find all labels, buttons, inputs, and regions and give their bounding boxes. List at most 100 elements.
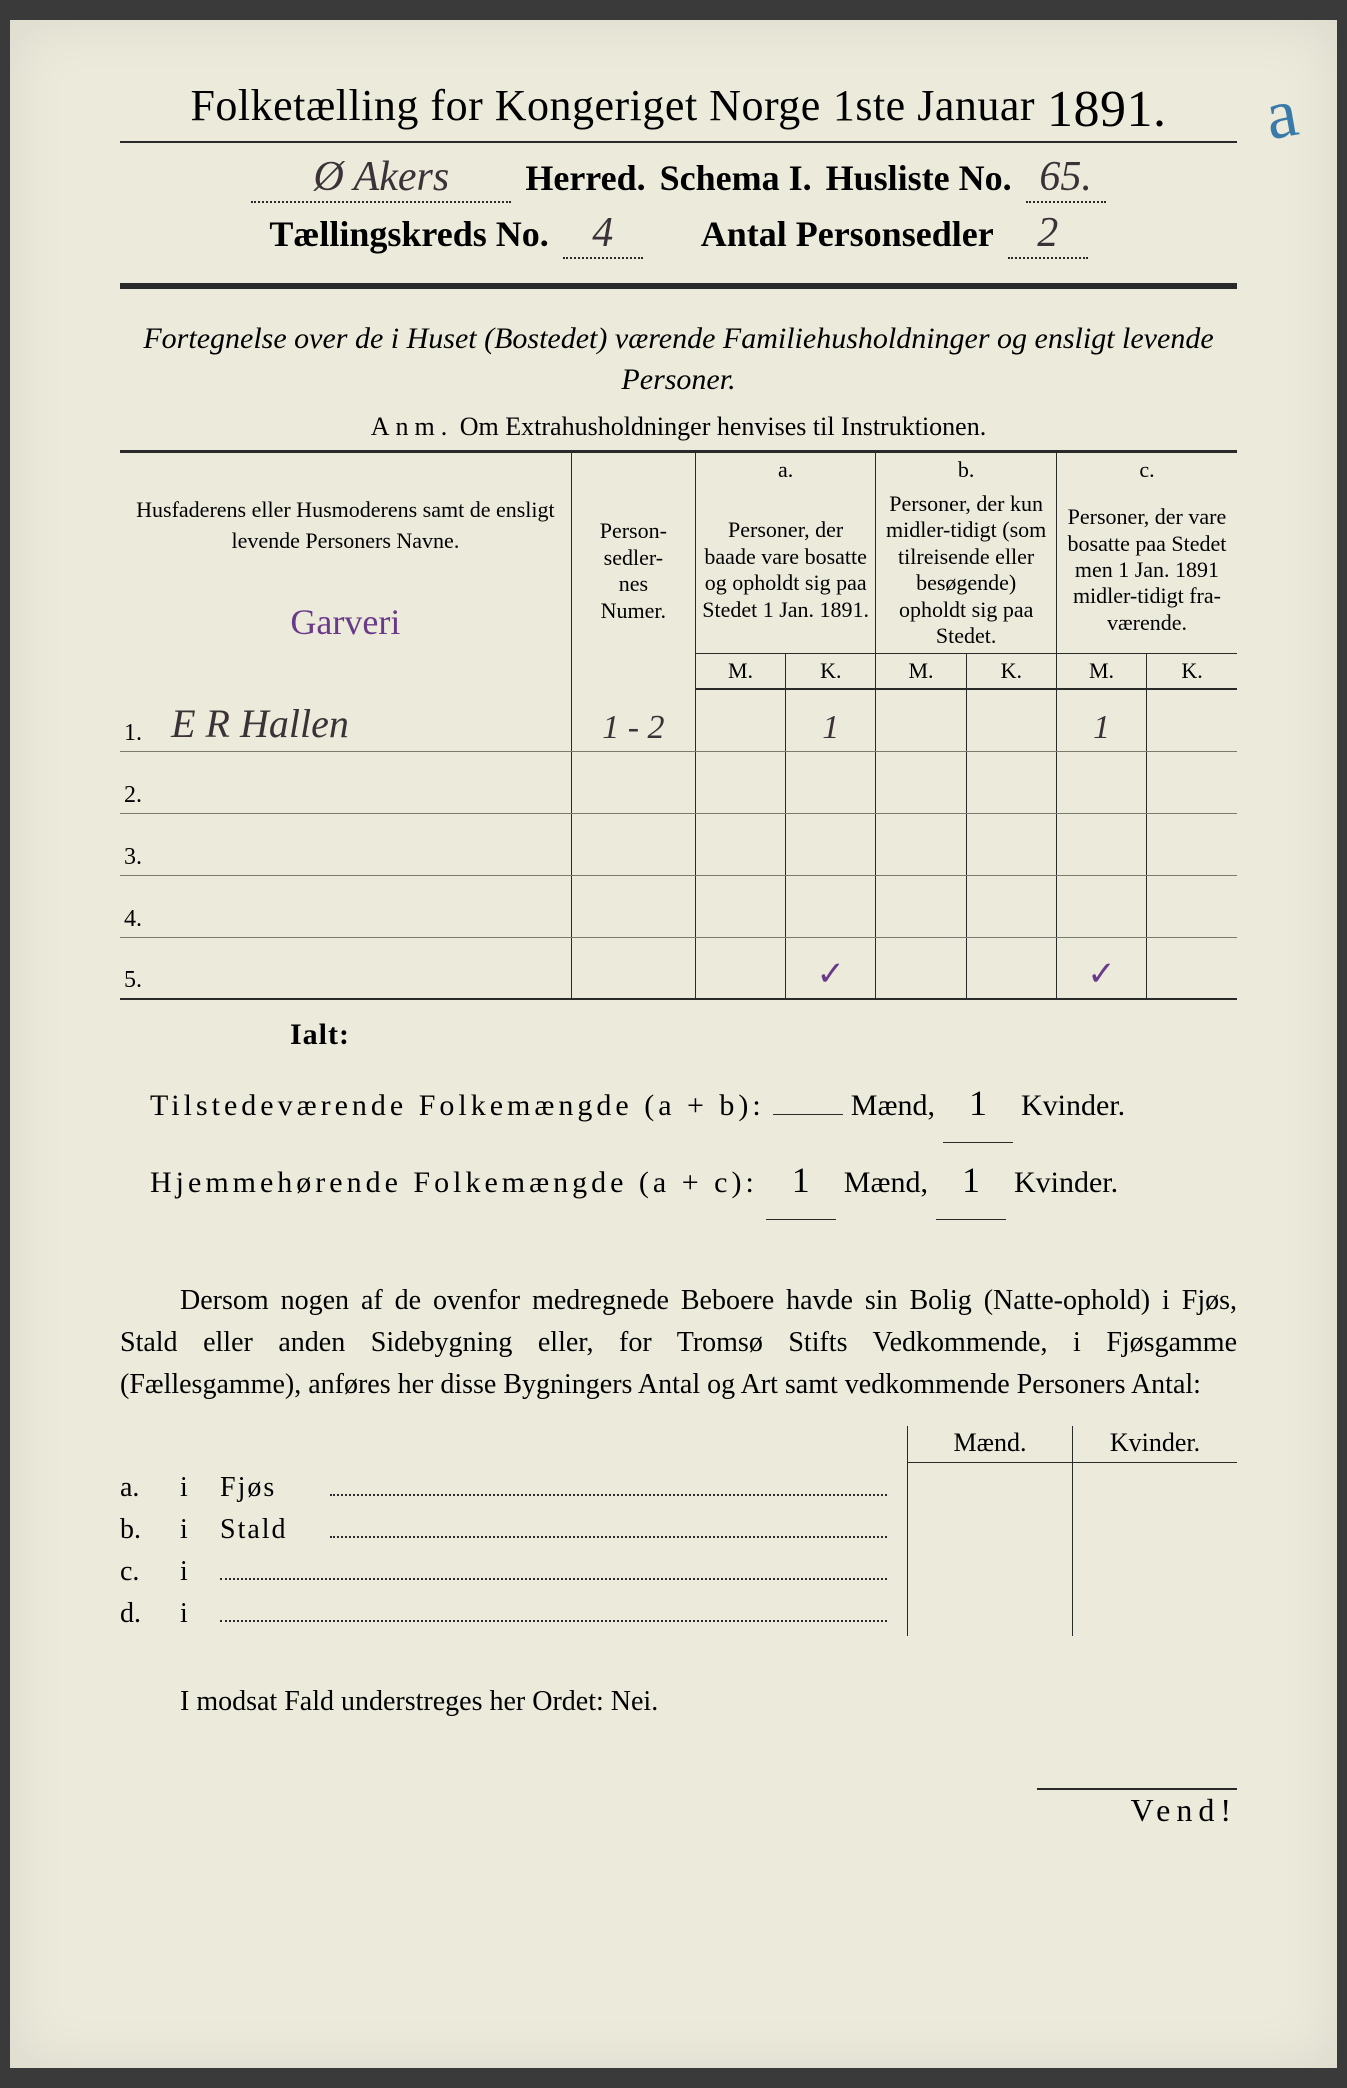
antal-label: Antal Personsedler [701,213,994,255]
main-table: Husfaderens eller Husmoderens samt de en… [120,453,1237,1000]
row-num: 2. [120,751,165,813]
hjemme-k: 1 [936,1143,1006,1220]
header-line-3: Tællingskreds No. 4 Antal Personsedler 2 [120,209,1237,259]
anm-text: Om Extrahusholdninger henvises til Instr… [460,412,986,441]
sub-row: a. i Fjøs [120,1468,887,1504]
cell [1056,813,1146,875]
tilstede-label: Tilstedeværende Folkemængde (a + b): [150,1074,765,1137]
sub-label: Fjøs [220,1472,310,1504]
sub-header-maend: Mænd. [908,1428,1072,1463]
dots [220,1594,887,1622]
row-num: 4. [120,875,165,937]
sub-a: a. [120,1472,160,1504]
thick-rule [120,283,1237,289]
husliste-label: Husliste No. [826,157,1012,199]
cell [966,689,1056,751]
corner-annotation: a [1259,73,1303,157]
anm-label: Anm. [371,412,454,441]
cell: ✓ [786,937,876,999]
title-pre: Folketælling for Kongeriget Norge [190,80,820,139]
cell [876,813,966,875]
cell [876,751,966,813]
paragraph: Dersom nogen af de ovenfor medregnede Be… [120,1280,1237,1406]
kvinder-label: Kvinder. [1014,1151,1118,1214]
sub-left: a. i Fjøs b. i Stald c. i d. i [120,1426,907,1636]
sub-col-maend: Mænd. [907,1426,1072,1636]
table-body: 1. E R Hallen 1 - 2 1 1 2. [120,689,1237,999]
col-a-desc: Personer, der baade vare bosatte og opho… [695,487,876,654]
row-num: 5. [120,937,165,999]
dots [330,1468,887,1496]
tilstede-k: 1 [943,1066,1013,1143]
col-numer: Person- sedler- nes Numer. [571,453,695,689]
table-row: 1. E R Hallen 1 - 2 1 1 [120,689,1237,751]
cell [966,937,1056,999]
herred-value: Ø Akers [251,153,511,203]
maend-label: Mænd, [844,1151,928,1214]
husliste-value: 65. [1026,153,1106,203]
cell [876,689,966,751]
cell: 1 [1056,689,1146,751]
vend-label: Vend! [1037,1788,1237,1829]
row-numer [571,751,695,813]
col-c-label: c. [1056,453,1237,487]
cell [695,689,785,751]
header-line-2: Ø Akers Herred. Schema I. Husliste No. 6… [120,153,1237,203]
col-c-k: K. [1147,654,1237,690]
schema-label: Schema I. [660,157,812,199]
dots [220,1552,887,1580]
sub-row: b. i Stald [120,1510,887,1546]
cell [786,875,876,937]
antal-value: 2 [1008,209,1088,259]
nei-line: I modsat Fald understreges her Ordet: Ne… [120,1686,1237,1718]
sub-a: d. [120,1598,160,1630]
cell [786,813,876,875]
row-name [165,813,571,875]
table-row: 4. [120,875,1237,937]
cell: 1 [786,689,876,751]
col-b-desc: Personer, der kun midler-tidigt (som til… [876,487,1057,654]
hjemme-m: 1 [766,1143,836,1220]
row-numer: 1 - 2 [571,689,695,751]
row-num: 3. [120,813,165,875]
cell: ✓ [1056,937,1146,999]
sub-right: Mænd. Kvinder. [907,1426,1237,1636]
dots [330,1510,887,1538]
sub-i: i [180,1472,200,1504]
heading-note: Garveri [126,597,565,647]
anm-line: Anm. Om Extrahusholdninger henvises til … [120,412,1237,442]
sub-header-kvinder: Kvinder. [1073,1428,1237,1463]
maend-label: Mænd, [851,1074,935,1137]
cell [695,813,785,875]
table-row: 3. [120,813,1237,875]
kreds-value: 4 [563,209,643,259]
totals-block: Tilstedeværende Folkemængde (a + b): Mæn… [150,1066,1237,1219]
col-names-text: Husfaderens eller Husmoderens samt de en… [136,497,555,553]
hjemme-row: Hjemmehørende Folkemængde (a + c): 1 Mæn… [150,1143,1237,1220]
tilstede-row: Tilstedeværende Folkemængde (a + b): Mæn… [150,1066,1237,1143]
col-a-k: K. [786,654,876,690]
col-c-desc: Personer, der vare bosatte paa Stedet me… [1056,487,1237,654]
cell [695,751,785,813]
sub-row: c. i [120,1552,887,1588]
cell [876,875,966,937]
sub-a: b. [120,1514,160,1546]
col-a-label: a. [695,453,876,487]
title-line: Folketælling for Kongeriget Norge 1ste J… [120,80,1237,143]
sub-label: Stald [220,1514,310,1546]
cell [1147,751,1237,813]
cell [876,937,966,999]
cell [1147,689,1237,751]
kvinder-label: Kvinder. [1021,1074,1125,1137]
row-numer [571,813,695,875]
cell [695,875,785,937]
ialt-label: Ialt: [290,1018,1237,1052]
herred-label: Herred. [525,157,645,199]
tilstede-m [773,1114,843,1115]
sub-row: d. i [120,1594,887,1630]
cell [966,813,1056,875]
census-form-page: a Folketælling for Kongeriget Norge 1ste… [10,20,1337,2068]
sub-i: i [180,1514,200,1546]
cell [1056,875,1146,937]
cell [966,875,1056,937]
